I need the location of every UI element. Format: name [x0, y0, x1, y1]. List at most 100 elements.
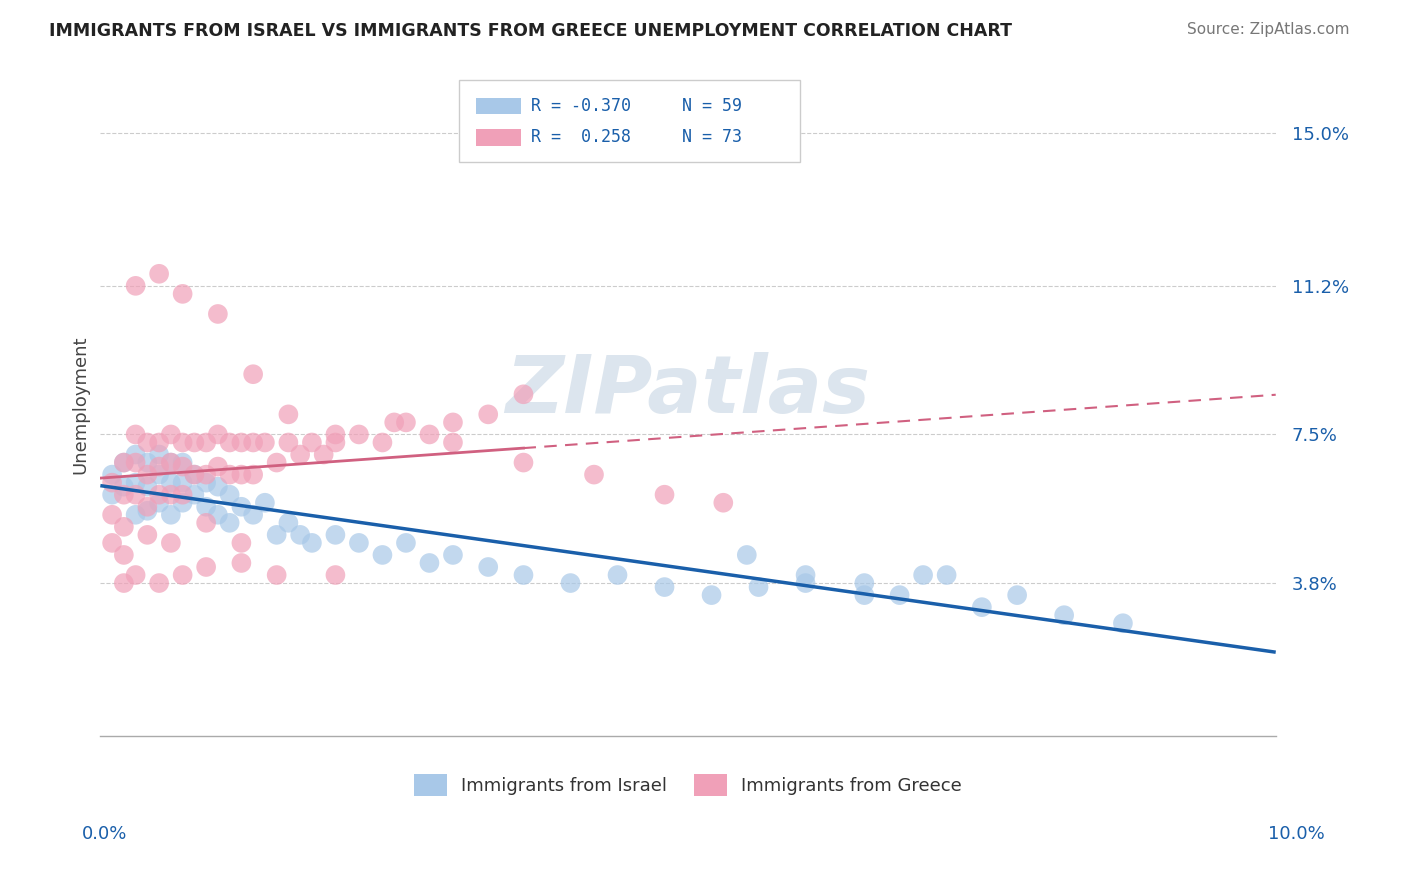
Point: [606, 568, 628, 582]
Point: [325, 435, 347, 450]
Point: [1005, 588, 1028, 602]
Point: [266, 568, 288, 582]
Point: [195, 560, 218, 574]
Point: [148, 576, 170, 591]
Point: [160, 488, 183, 502]
Point: [124, 456, 146, 470]
Point: [148, 435, 170, 450]
Point: [512, 387, 534, 401]
Point: [148, 448, 170, 462]
Point: [160, 508, 183, 522]
Point: [112, 456, 135, 470]
Point: [101, 536, 124, 550]
Point: [794, 568, 817, 582]
Point: [231, 435, 253, 450]
Point: [347, 536, 370, 550]
Point: [231, 500, 253, 514]
Point: [172, 456, 194, 470]
Point: [853, 588, 876, 602]
Point: [136, 504, 159, 518]
Point: [654, 488, 676, 502]
Point: [231, 467, 253, 482]
Point: [735, 548, 758, 562]
Point: [148, 267, 170, 281]
Point: [112, 548, 135, 562]
Point: [148, 496, 170, 510]
Point: [172, 286, 194, 301]
Point: [183, 435, 205, 450]
Point: [242, 467, 264, 482]
Point: [136, 480, 159, 494]
Point: [124, 427, 146, 442]
Point: [112, 480, 135, 494]
Text: ZIPatlas: ZIPatlas: [506, 352, 870, 430]
Point: [371, 548, 394, 562]
Point: [347, 427, 370, 442]
Point: [301, 536, 323, 550]
Point: [172, 459, 194, 474]
Point: [935, 568, 957, 582]
Point: [124, 568, 146, 582]
Point: [218, 435, 240, 450]
Point: [970, 600, 993, 615]
Point: [218, 488, 240, 502]
Point: [700, 588, 723, 602]
Point: [1053, 608, 1076, 623]
Point: [112, 488, 135, 502]
Legend: Immigrants from Israel, Immigrants from Greece: Immigrants from Israel, Immigrants from …: [406, 766, 969, 803]
Point: [195, 475, 218, 490]
Point: [231, 556, 253, 570]
Point: [101, 467, 124, 482]
Point: [136, 435, 159, 450]
Point: [288, 448, 311, 462]
Point: [172, 488, 194, 502]
Text: R = -0.370: R = -0.370: [530, 97, 630, 115]
Point: [183, 467, 205, 482]
Point: [242, 435, 264, 450]
Bar: [477, 129, 522, 145]
Point: [207, 307, 229, 321]
Point: [124, 508, 146, 522]
Point: [124, 448, 146, 462]
Point: [124, 488, 146, 502]
Point: [382, 416, 405, 430]
Point: [160, 456, 183, 470]
Text: N = 59: N = 59: [682, 97, 742, 115]
Point: [277, 516, 299, 530]
Point: [172, 435, 194, 450]
Point: [136, 528, 159, 542]
Point: [301, 435, 323, 450]
Point: [148, 467, 170, 482]
Point: [325, 528, 347, 542]
Text: N = 73: N = 73: [682, 128, 742, 146]
Point: [101, 488, 124, 502]
Point: [477, 560, 499, 574]
Point: [218, 516, 240, 530]
Text: R =  0.258: R = 0.258: [530, 128, 630, 146]
Point: [560, 576, 582, 591]
Point: [912, 568, 935, 582]
Point: [101, 508, 124, 522]
Point: [512, 456, 534, 470]
Point: [441, 548, 464, 562]
Point: [112, 576, 135, 591]
Point: [242, 508, 264, 522]
Point: [418, 427, 440, 442]
Point: [172, 568, 194, 582]
Point: [136, 500, 159, 514]
Point: [477, 408, 499, 422]
Point: [253, 496, 276, 510]
Point: [325, 427, 347, 442]
Point: [148, 459, 170, 474]
Point: [148, 488, 170, 502]
Point: [124, 475, 146, 490]
Point: [266, 528, 288, 542]
Point: [160, 456, 183, 470]
Point: [195, 467, 218, 482]
Text: 0.0%: 0.0%: [82, 825, 127, 843]
Text: Source: ZipAtlas.com: Source: ZipAtlas.com: [1187, 22, 1350, 37]
Text: IMMIGRANTS FROM ISRAEL VS IMMIGRANTS FROM GREECE UNEMPLOYMENT CORRELATION CHART: IMMIGRANTS FROM ISRAEL VS IMMIGRANTS FRO…: [49, 22, 1012, 40]
Point: [288, 528, 311, 542]
Point: [711, 496, 734, 510]
Point: [395, 536, 418, 550]
